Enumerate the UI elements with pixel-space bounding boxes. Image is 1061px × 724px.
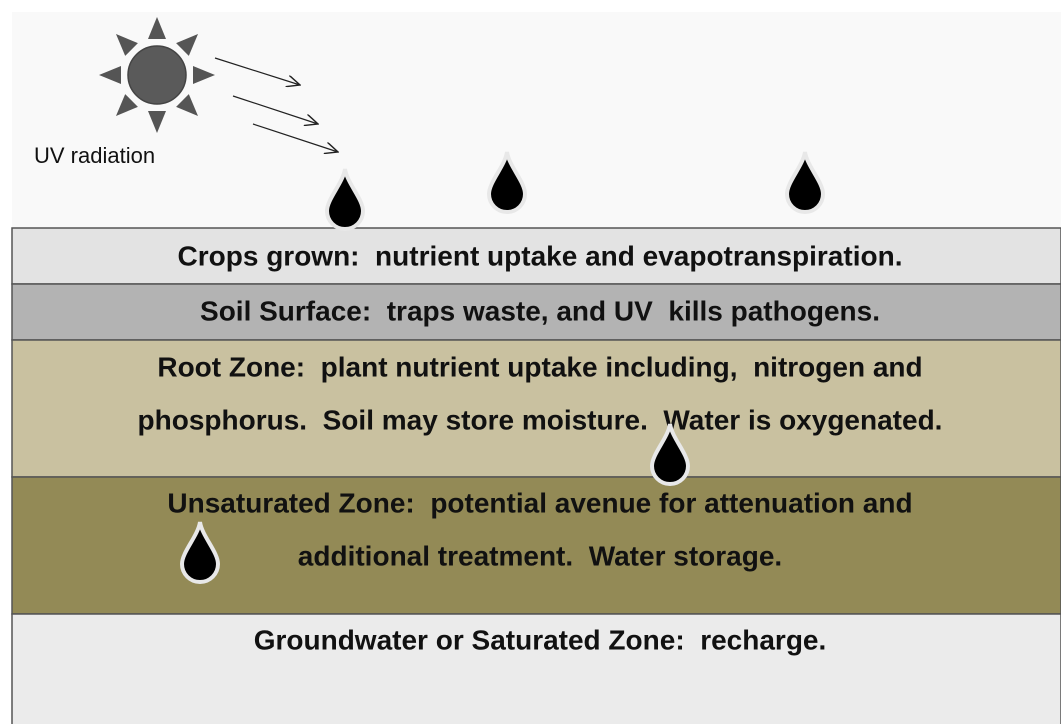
uv-label: UV radiation (34, 143, 155, 168)
groundwater-layer (11, 613, 1061, 724)
uv-arrows (214, 57, 338, 152)
sun (99, 17, 215, 133)
crops-layer (11, 227, 1061, 285)
layer-text: phosphorus. Soil may store moisture. Wat… (138, 404, 943, 435)
root-zone-layer (11, 339, 1061, 478)
layer-text: Crops grown: nutrient uptake and evapotr… (178, 240, 903, 271)
unsaturated-layer (11, 476, 1061, 615)
layer-text: Soil Surface: traps waste, and UV kills … (200, 295, 880, 326)
sky (12, 12, 1061, 228)
layer-text: additional treatment. Water storage. (298, 540, 782, 571)
soil-surface-layer (11, 283, 1061, 341)
layer-text: Unsaturated Zone: potential avenue for a… (167, 487, 912, 518)
layer-text: Groundwater or Saturated Zone: recharge. (254, 624, 827, 655)
layer-text: Root Zone: plant nutrient uptake includi… (157, 351, 922, 382)
